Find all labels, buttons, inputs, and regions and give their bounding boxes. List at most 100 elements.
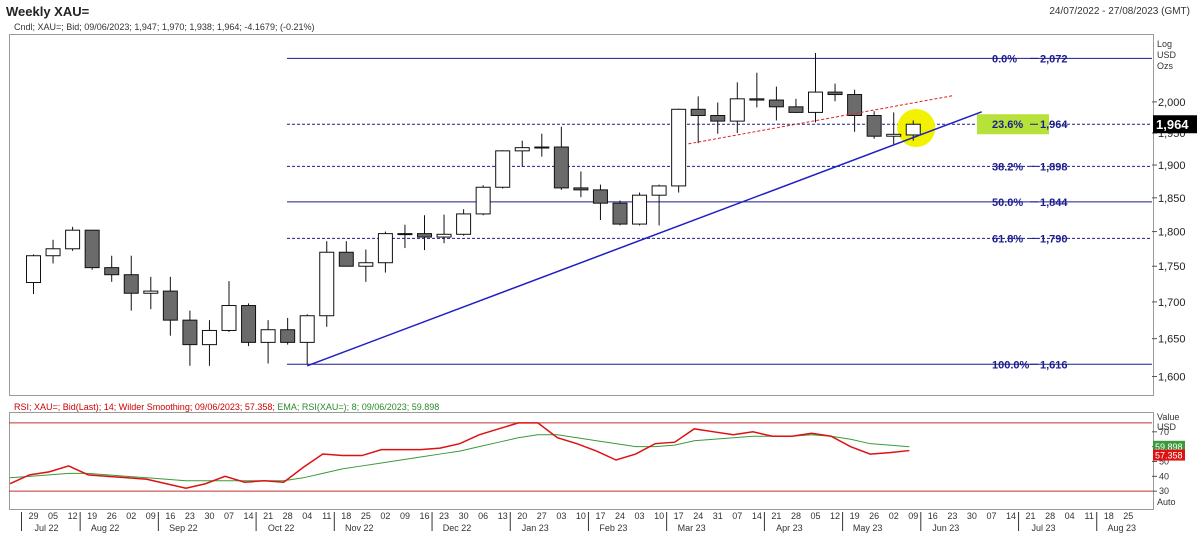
date-tick-label: 12 — [68, 511, 78, 521]
candle-down — [280, 329, 296, 343]
date-tick-label: 30 — [204, 511, 214, 521]
month-label: Sep 22 — [169, 523, 198, 533]
candle-up — [808, 91, 823, 113]
candle-down — [84, 229, 100, 269]
date-tick-label: 28 — [791, 511, 801, 521]
rsi-line — [9, 422, 910, 489]
date-tick-label: 16 — [165, 511, 175, 521]
time-axis: 29 05 12 19 26 02 09 16 23 30 07 14 21 28 04 11 18 25 02 09… — [21, 511, 1136, 533]
support-trendline — [306, 111, 982, 367]
date-tick-label: 26 — [107, 511, 117, 521]
axis-ozs-label: Ozs — [1157, 61, 1174, 71]
candle-down — [866, 115, 882, 137]
fib-value-label: 1,844 — [1040, 197, 1068, 209]
rsi-axis-usd-label: USD — [1157, 422, 1177, 432]
current-price-tag — [1153, 115, 1197, 134]
candle-up — [319, 251, 335, 317]
date-tick-label: 14 — [752, 511, 762, 521]
month-label: Mar 23 — [678, 523, 706, 533]
date-tick-label: 12 — [830, 511, 840, 521]
candle-up — [456, 213, 472, 235]
candle-up — [651, 185, 667, 196]
date-tick-label: 06 — [478, 511, 488, 521]
date-tick-label: 19 — [850, 511, 860, 521]
date-tick-label: 23 — [185, 511, 195, 521]
date-tick-label: 03 — [635, 511, 645, 521]
date-tick-label: 03 — [556, 511, 566, 521]
date-tick-label: 13 — [498, 511, 508, 521]
date-tick-label: 10 — [576, 511, 586, 521]
candle-up — [377, 233, 393, 264]
candle-up — [260, 329, 276, 343]
price-tick-label: 1,900 — [1158, 160, 1186, 172]
fib-value-label: 1,790 — [1040, 233, 1068, 245]
rsi-value-label: 57.358 — [1155, 451, 1183, 461]
date-tick-label: 26 — [869, 511, 879, 521]
candle-up — [221, 305, 237, 331]
price-tick-label: 1,700 — [1158, 297, 1186, 309]
rsi-legend: RSI; XAU=; Bid(Last); 14; Wilder Smoothi… — [14, 402, 439, 412]
date-tick-label: 04 — [302, 511, 312, 521]
candle-up — [358, 262, 374, 267]
date-tick-label: 11 — [322, 511, 331, 521]
date-tick-label: 02 — [126, 511, 136, 521]
date-tick-label: 18 — [341, 511, 351, 521]
fibonacci-layer: 0.0% 2,072 23.6% 1,964 38.2% 1,898 50.0% 1,844 6… — [287, 53, 1152, 371]
candle-down — [847, 94, 863, 117]
date-tick-label: 16 — [928, 511, 938, 521]
candle-up — [143, 290, 159, 294]
rsi-axis-value-label: Value — [1157, 412, 1179, 422]
candle-down — [573, 187, 589, 191]
candle-down — [182, 319, 198, 346]
price-tick-label: 1,850 — [1158, 193, 1186, 205]
candle-up — [436, 233, 452, 238]
date-tick-label: 09 — [908, 511, 918, 521]
date-tick-label: 17 — [674, 511, 684, 521]
candle-down — [749, 98, 765, 101]
candle-down — [788, 106, 804, 113]
date-tick-label: 11 — [1085, 511, 1094, 521]
rsi-axis-auto-label: Auto — [1157, 497, 1176, 507]
month-label: Aug 23 — [1107, 523, 1136, 533]
fib-value-label: 2,072 — [1040, 53, 1068, 65]
candle-up — [514, 147, 530, 152]
chart-title: Weekly XAU= — [6, 4, 90, 19]
date-tick-label: 16 — [419, 511, 429, 521]
date-tick-label: 02 — [889, 511, 899, 521]
current-price-label: 1,964 — [1156, 117, 1189, 132]
rsi-value-tag — [1153, 449, 1185, 461]
rsi-legend-text: RSI; XAU=; Bid(Last); 14; Wilder Smoothi… — [14, 402, 275, 412]
date-tick-label: 28 — [283, 511, 293, 521]
fib-pct-label: 50.0% — [992, 197, 1023, 209]
candle-up — [65, 229, 81, 250]
date-tick-label: 29 — [28, 511, 38, 521]
date-tick-label: 25 — [1123, 511, 1133, 521]
date-tick-label: 05 — [48, 511, 58, 521]
rsi-panel — [9, 412, 1154, 510]
month-label: Nov 22 — [345, 523, 374, 533]
date-tick-label: 24 — [693, 511, 703, 521]
ema-legend-text: EMA; RSI(XAU=); 8; 09/06/2023; 59.898 — [277, 402, 440, 412]
candle-up — [45, 248, 61, 257]
fib-value-label: 1,898 — [1040, 161, 1068, 173]
candle-up — [886, 133, 902, 137]
month-label: Oct 22 — [268, 523, 295, 533]
candle-down — [612, 202, 628, 225]
candle-down — [768, 99, 784, 108]
candle-down — [241, 305, 257, 343]
candle-up — [201, 329, 217, 346]
candle-up — [299, 315, 315, 343]
rsi-tick-label: 50 — [1159, 456, 1169, 466]
month-label: Jul 23 — [1032, 523, 1056, 533]
price-tick-label: 1,800 — [1158, 227, 1186, 239]
fib-pct-label: 38.2% — [992, 161, 1023, 173]
price-panel — [9, 34, 1154, 396]
rsi-tick-label: 30 — [1159, 486, 1169, 496]
candle-up — [729, 98, 745, 122]
date-tick-label: 09 — [146, 511, 156, 521]
fib-pct-label: 61.8% — [992, 233, 1023, 245]
candle-down — [710, 115, 726, 122]
candle-down — [553, 146, 569, 189]
